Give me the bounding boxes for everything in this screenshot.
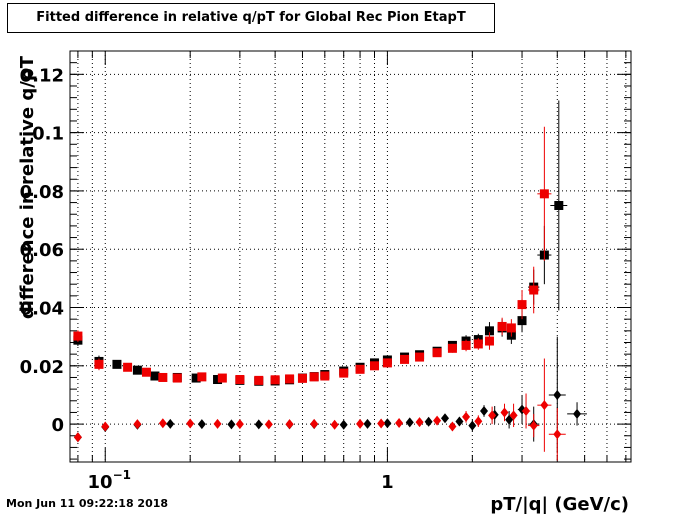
data-point-square [432, 348, 442, 358]
y-tick-label: 0 [51, 415, 64, 436]
data-point-diamond [133, 419, 142, 430]
data-point-diamond [227, 419, 236, 430]
data-point-square [94, 359, 104, 369]
data-point-square [197, 372, 207, 382]
data-point-diamond [424, 416, 433, 427]
data-point-square [270, 375, 280, 385]
data-point-diamond [197, 419, 206, 430]
data-point-square [355, 364, 365, 374]
data-point-diamond [363, 418, 372, 429]
data-point-diamond [186, 418, 195, 429]
data-point-diamond [522, 405, 531, 416]
data-point-diamond [73, 432, 82, 443]
chart-title: Fitted difference in relative q/pT for G… [36, 10, 466, 25]
x-axis-title: pT/|q| (GeV/c) [490, 494, 629, 514]
data-point-diamond [500, 407, 509, 418]
data-point-diamond [339, 419, 348, 430]
data-point-diamond [356, 418, 365, 429]
data-point-diamond [166, 418, 175, 429]
data-point-diamond [448, 421, 457, 432]
data-point-diamond [573, 408, 582, 419]
y-tick-label: 0.1 [32, 124, 64, 145]
data-point-diamond [468, 420, 477, 431]
data-point-square [254, 375, 264, 385]
data-point-square [297, 373, 307, 383]
data-point-square [73, 331, 83, 341]
data-point-square [235, 375, 245, 385]
y-tick-label: 0.02 [20, 357, 64, 378]
data-point-diamond [101, 421, 110, 432]
plot-area [70, 51, 631, 462]
data-point-square [506, 323, 516, 333]
y-tick-label: 0.06 [20, 240, 64, 261]
data-point-square [554, 200, 564, 210]
data-point-square [369, 361, 379, 371]
data-point-square [529, 285, 539, 295]
data-point-diamond [213, 418, 222, 429]
data-point-diamond [553, 389, 562, 400]
data-point-diamond [330, 419, 339, 430]
data-point-square [473, 339, 483, 349]
data-point-diamond [441, 413, 450, 424]
data-point-square [172, 373, 182, 383]
data-point-square [285, 374, 295, 384]
data-point-square [517, 316, 527, 326]
timestamp: Mon Jun 11 09:22:18 2018 [6, 497, 169, 510]
data-point-square [517, 300, 527, 310]
data-point-diamond [509, 410, 518, 421]
data-point-diamond [433, 415, 442, 426]
data-point-square [132, 365, 142, 375]
data-point-square [123, 362, 133, 372]
data-point-square [447, 343, 457, 353]
data-point-diamond [474, 416, 483, 427]
data-point-square [382, 358, 392, 368]
data-point-diamond [310, 418, 319, 429]
data-point-square [191, 373, 201, 383]
data-point-square [158, 372, 168, 382]
data-point-diamond [529, 420, 538, 431]
data-point-diamond [383, 418, 392, 429]
data-point-square [217, 373, 227, 383]
data-point-square [484, 326, 494, 336]
y-tick-label: 0.08 [20, 182, 64, 203]
data-point-square [320, 371, 330, 381]
data-point-square [213, 375, 223, 385]
x-tick-label: 1 [381, 472, 394, 493]
data-point-square [415, 352, 425, 362]
data-point-diamond [158, 418, 167, 429]
data-point-diamond [264, 419, 273, 430]
data-point-square [339, 368, 349, 378]
data-point-square [461, 340, 471, 350]
data-point-square [484, 336, 494, 346]
x-tick-label: 10−1 [88, 468, 131, 493]
data-point-diamond [377, 418, 386, 429]
y-tick-label: 0.04 [20, 299, 64, 320]
y-axis-title: difference in relative q/pT [17, 55, 38, 319]
data-point-square [112, 359, 122, 369]
data-point-diamond [415, 417, 424, 428]
data-point-square [141, 367, 151, 377]
data-point-diamond [480, 405, 489, 416]
data-point-diamond [488, 410, 497, 421]
data-points-group [73, 100, 587, 461]
data-point-diamond [235, 419, 244, 430]
data-point-square [400, 354, 410, 364]
data-point-square [539, 189, 549, 199]
chart-title-box: Fitted difference in relative q/pT for G… [7, 3, 495, 33]
data-point-diamond [462, 411, 471, 422]
plot-frame [69, 50, 632, 463]
data-point-square [497, 321, 507, 331]
data-point-diamond [395, 417, 404, 428]
data-point-diamond [254, 419, 263, 430]
data-point-diamond [455, 416, 464, 427]
data-point-square [309, 372, 319, 382]
data-point-diamond [285, 419, 294, 430]
data-point-diamond [553, 429, 562, 440]
data-point-square [150, 371, 160, 381]
y-tick-label: 0.12 [20, 65, 64, 86]
data-point-diamond [405, 417, 414, 428]
data-point-diamond [540, 400, 549, 411]
